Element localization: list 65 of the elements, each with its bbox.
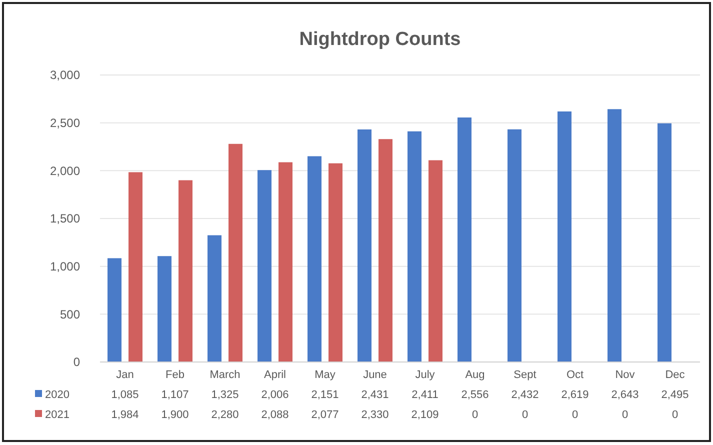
data-label: 0	[622, 409, 628, 421]
bar	[428, 160, 442, 362]
bar	[278, 162, 292, 362]
bar	[658, 123, 672, 362]
bar	[128, 172, 142, 362]
legend-label: 2021	[45, 409, 70, 421]
data-label: 2,411	[412, 389, 438, 401]
data-label: 1,325	[211, 389, 239, 401]
data-label: 1,085	[111, 389, 139, 401]
legend-label: 2020	[45, 389, 70, 401]
bar	[408, 131, 422, 362]
x-tick-label: March	[210, 369, 240, 381]
data-label: 2,151	[311, 389, 339, 401]
bar	[328, 163, 342, 362]
x-tick-label: Jan	[116, 369, 134, 381]
data-label: 2,077	[311, 409, 339, 421]
x-tick-label: June	[363, 369, 387, 381]
chart-title: Nightdrop Counts	[299, 29, 461, 50]
bar	[158, 256, 172, 362]
x-tick-label: Nov	[615, 369, 636, 381]
x-tick-label: Feb	[166, 369, 184, 381]
bar	[108, 258, 122, 362]
data-label: 2,006	[261, 389, 289, 401]
bar	[208, 235, 222, 362]
x-tick-label: July	[415, 369, 436, 381]
data-label: 2,495	[661, 389, 689, 401]
data-label: 2,556	[461, 389, 489, 401]
x-tick-label: Aug	[465, 369, 485, 381]
y-tick-label: 1,500	[50, 212, 80, 226]
data-label: 0	[672, 409, 678, 421]
bar	[458, 117, 472, 362]
data-label: 1,900	[161, 409, 189, 421]
data-label: 2,431	[361, 389, 389, 401]
data-label: 2,619	[561, 389, 589, 401]
y-tick-label: 0	[73, 355, 80, 370]
y-tick-label: 500	[60, 307, 80, 322]
data-label: 2,109	[411, 409, 439, 421]
x-tick-label: Sept	[514, 369, 536, 381]
x-tick-label: Oct	[566, 369, 584, 381]
data-label: 0	[472, 409, 478, 421]
bar	[608, 109, 622, 362]
bar	[308, 156, 322, 362]
bar	[558, 111, 572, 362]
y-tick-label: 2,000	[50, 164, 80, 178]
x-tick-label: Dec	[665, 369, 686, 381]
x-tick-label: May	[314, 369, 336, 381]
data-label: 0	[572, 409, 578, 421]
bar	[378, 139, 392, 362]
data-label: 2,432	[511, 389, 539, 401]
data-label: 2,330	[361, 409, 389, 421]
bar	[258, 170, 272, 362]
bar	[358, 129, 372, 362]
x-tick-label: April	[264, 369, 286, 381]
data-label: 1,107	[161, 389, 189, 401]
bar	[178, 180, 192, 362]
data-label: 1,984	[111, 409, 139, 421]
y-tick-label: 1,000	[50, 260, 80, 274]
data-label: 2,088	[261, 409, 289, 421]
data-label: 0	[522, 409, 528, 421]
bar	[508, 129, 522, 362]
y-tick-label: 3,000	[50, 68, 80, 82]
data-label: 2,280	[211, 409, 239, 421]
bar	[228, 144, 242, 362]
y-tick-label: 2,500	[50, 116, 80, 130]
data-label: 2,643	[611, 389, 639, 401]
